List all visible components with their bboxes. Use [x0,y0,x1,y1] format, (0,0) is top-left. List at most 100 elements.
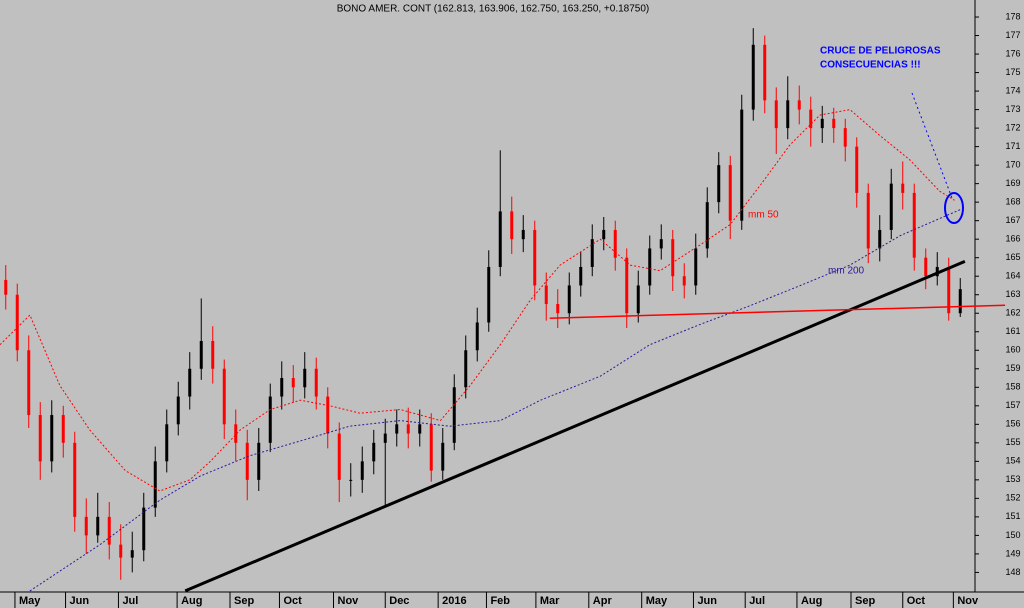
x-tick-label: May [19,595,41,607]
y-tick-label: 148 [1005,567,1020,577]
x-tick-label: Sep [855,595,875,607]
candle-body [326,396,330,434]
candle-body [50,415,54,462]
x-tick-label: May [646,595,668,607]
y-tick-label: 157 [1005,400,1020,410]
candle-body [866,192,870,249]
x-tick-label: Aug [181,595,202,607]
candle-body [429,424,433,471]
candle-body [602,229,606,240]
candle-body [682,276,686,286]
chart-title: BONO AMER. CONT (162.813, 163.906, 162.7… [337,4,650,15]
candle-body [878,229,882,249]
candle-body [475,322,479,351]
candle-body [153,461,157,508]
moving-average [29,209,961,592]
y-tick-label: 155 [1005,437,1020,447]
y-tick-label: 151 [1005,511,1020,521]
candle-body [119,544,123,558]
candle-body [774,100,778,129]
candle-body [84,516,88,536]
y-tick-label: 175 [1005,67,1020,77]
y-tick-label: 149 [1005,548,1020,558]
candle-body [889,183,893,230]
candle-body [613,229,617,258]
y-tick-label: 174 [1005,85,1020,95]
candle-body [245,442,249,480]
candle-body [464,350,468,388]
candle-body [38,415,42,462]
x-tick-label: Nov [338,595,360,607]
candle-body [96,516,100,536]
trendline [549,304,1006,319]
candle-body [510,211,514,240]
x-tick-label: Feb [490,595,510,607]
x-tick-label: Jul [749,595,765,607]
moving-average [0,109,955,492]
x-tick-label: 2016 [442,595,466,607]
candle-body [291,378,295,388]
candle-body [786,100,790,129]
annotation-circle [944,192,964,224]
candle-body [671,239,675,277]
candle-body [579,266,583,286]
candle-body [360,461,364,480]
y-tick-label: 166 [1005,234,1020,244]
candle-body [15,294,19,351]
y-tick-label: 156 [1005,419,1020,429]
candle-body [257,442,261,480]
y-tick-label: 173 [1005,104,1020,114]
candle-body [130,550,134,558]
candle-body [705,202,709,249]
candle-body [901,183,905,193]
candle-body [659,239,663,249]
candle-body [636,285,640,314]
candle-body [222,368,226,425]
y-tick-label: 177 [1005,30,1020,40]
candle-body [314,368,318,397]
y-tick-label: 152 [1005,493,1020,503]
y-tick-label: 169 [1005,178,1020,188]
candle-body [797,100,801,110]
candle-body [912,192,916,258]
annotation: CRUCE DE PELIGROSAS [820,46,941,57]
y-tick-label: 154 [1005,456,1020,466]
y-tick-label: 170 [1005,160,1020,170]
candle-body [533,229,537,286]
annotation-arrow [911,92,953,199]
candle-body [487,266,491,323]
candle-body [625,257,629,314]
y-tick-label: 163 [1005,289,1020,299]
candle-body [521,229,525,240]
y-tick-label: 171 [1005,141,1020,151]
candle-body [61,415,65,443]
y-tick-label: 158 [1005,382,1020,392]
y-tick-label: 161 [1005,326,1020,336]
candle-body [337,433,341,480]
candle-body [234,424,238,443]
x-tick-label: Apr [593,595,613,607]
x-tick-label: Oct [283,595,302,607]
candle-body [406,424,410,434]
candle-body [452,387,456,443]
candle-body [199,341,203,369]
x-tick-label: Jun [697,595,717,607]
candle-body [832,118,836,129]
y-tick-label: 160 [1005,345,1020,355]
candle-body [694,248,698,286]
candle-body [349,479,353,481]
candle-body [740,109,744,221]
candle-body [924,257,928,277]
candle-body [751,44,755,110]
candle-body [544,285,548,304]
candle-body [73,442,77,517]
candle-body [728,165,732,221]
candle-body [372,442,376,462]
x-tick-label: Jul [122,595,138,607]
candle-body [165,424,169,462]
candle-body [648,248,652,286]
candle-body [843,128,847,147]
y-tick-label: 150 [1005,530,1020,540]
candle-body [27,350,31,416]
